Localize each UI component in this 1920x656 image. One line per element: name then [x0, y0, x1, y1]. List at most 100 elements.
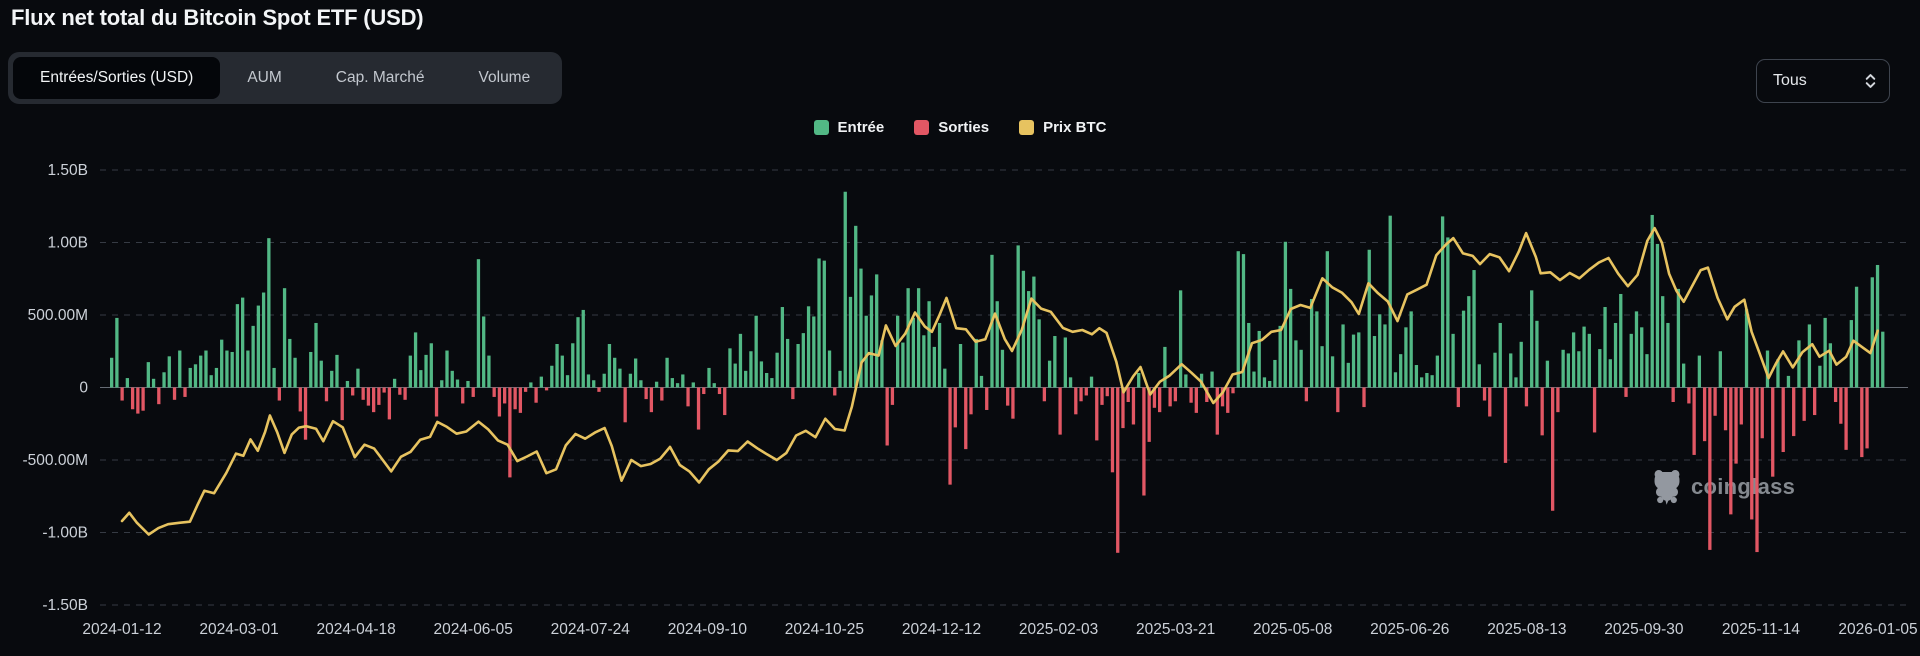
outflow-bar — [1231, 387, 1235, 394]
legend-label: Prix BTC — [1043, 119, 1107, 136]
x-tick-label: 2024-06-05 — [434, 621, 513, 638]
inflow-bar — [1718, 351, 1722, 388]
inflow-bar — [293, 357, 297, 388]
outflow-bar — [398, 387, 402, 395]
y-tick-label: 500.00M — [28, 307, 88, 324]
outflow-bar — [303, 387, 308, 440]
inflow-bar — [214, 367, 219, 388]
inflow-bar — [654, 381, 659, 388]
inflow-bar — [429, 343, 433, 388]
inflow-bar — [235, 304, 240, 388]
tab-cap-marche[interactable]: Cap. Marché — [335, 69, 425, 86]
legend-item-entree[interactable]: Entrée — [813, 119, 884, 136]
inflow-bar — [1571, 332, 1576, 388]
inflow-bar — [1472, 270, 1476, 388]
inflow-bar — [1509, 353, 1513, 388]
inflow-bar — [1881, 331, 1885, 388]
outflow-bar — [497, 387, 502, 417]
tab-volume[interactable]: Volume — [478, 69, 531, 86]
outflow-bar — [1084, 387, 1088, 396]
inflow-bar — [707, 367, 711, 388]
outflow-bar — [686, 387, 690, 407]
inflow-bar — [445, 350, 449, 388]
outflow-bar — [1723, 387, 1728, 431]
outflow-bar — [513, 387, 517, 410]
inflow-bar — [1744, 309, 1749, 388]
inflow-bar — [466, 380, 470, 388]
inflow-bar — [256, 305, 261, 388]
x-tick-label: 2025-02-03 — [1019, 621, 1098, 638]
outflow-bar — [1058, 387, 1062, 435]
chart-legend: Entrée Sorties Prix BTC — [0, 119, 1920, 136]
inflow-bar — [571, 343, 575, 388]
inflow-bar — [440, 380, 444, 388]
legend-item-sorties[interactable]: Sorties — [914, 119, 989, 136]
outflow-bar — [1624, 387, 1628, 397]
inflow-bar — [1587, 333, 1591, 388]
inflow-bar — [450, 370, 454, 388]
outflow-bar — [1168, 387, 1172, 407]
inflow-bar — [1252, 371, 1256, 388]
legend-item-prix-btc[interactable]: Prix BTC — [1019, 119, 1106, 136]
outflow-bar — [1205, 387, 1209, 402]
inflow-bar — [592, 380, 596, 388]
inflow-bar — [1320, 346, 1324, 388]
inflow-bar — [759, 361, 764, 388]
outflow-bar — [1540, 387, 1544, 436]
inflow-bar — [1047, 360, 1052, 388]
inflow-bar — [911, 317, 916, 388]
inflow-bar — [1697, 355, 1702, 388]
y-tick-label: -1.00B — [42, 525, 88, 542]
inflow-bar — [848, 296, 853, 388]
inflow-bar — [749, 351, 753, 388]
inflow-bar — [765, 373, 769, 388]
outflow-bar — [372, 387, 376, 413]
inflow-bar — [1063, 337, 1067, 388]
inflow-bar — [1828, 343, 1833, 388]
outflow-bar — [434, 387, 439, 417]
outflow-bar — [1304, 387, 1309, 402]
outflow-bar — [340, 387, 344, 421]
inflow-bar — [1289, 288, 1293, 388]
inflow-bar — [1514, 377, 1518, 388]
inflow-bar — [230, 351, 234, 388]
inflow-bar — [581, 309, 585, 388]
inflow-bar — [1425, 373, 1429, 388]
inflow-bar — [110, 357, 114, 388]
x-tick-label: 2025-11-14 — [1722, 621, 1801, 638]
outflow-bar — [544, 387, 549, 391]
x-tick-label: 2024-09-10 — [668, 621, 748, 638]
outflow-bar — [324, 387, 329, 402]
inflow-bar — [246, 350, 250, 388]
outflow-bar — [1844, 387, 1848, 450]
btc-price-line — [120, 226, 1879, 536]
inflow-bar — [864, 315, 868, 388]
outflow-bar — [964, 387, 968, 450]
inflow-bar — [1818, 365, 1822, 388]
inflow-bar — [335, 354, 339, 388]
inflow-bar — [261, 292, 266, 388]
outflow-bar — [1142, 387, 1146, 496]
inflow-bar — [827, 350, 832, 388]
x-tick-label: 2024-10-25 — [785, 621, 864, 638]
inflow-bar — [1021, 270, 1026, 388]
tab-aum[interactable]: AUM — [247, 69, 282, 86]
inflow-bar — [1603, 307, 1607, 388]
inflow-bar — [314, 322, 318, 388]
inflow-bar — [1378, 314, 1382, 388]
x-tick-label: 2024-01-12 — [82, 621, 161, 638]
inflow-bar — [854, 225, 858, 388]
outflow-bar — [1456, 387, 1460, 408]
inflow-bar — [1273, 359, 1277, 388]
inflow-bar — [943, 368, 947, 388]
range-select[interactable]: Tous — [1756, 59, 1890, 103]
outflow-bar — [518, 387, 523, 413]
inflow-bar — [319, 360, 323, 388]
inflow-bar — [728, 348, 732, 388]
tab-entrees-sorties-usd[interactable]: Entrées/Sorties (USD) — [13, 57, 221, 99]
outflow-bar — [702, 387, 706, 395]
inflow-bar — [922, 335, 926, 388]
y-tick-label: 0 — [79, 380, 88, 397]
outflow-bar — [377, 387, 381, 405]
